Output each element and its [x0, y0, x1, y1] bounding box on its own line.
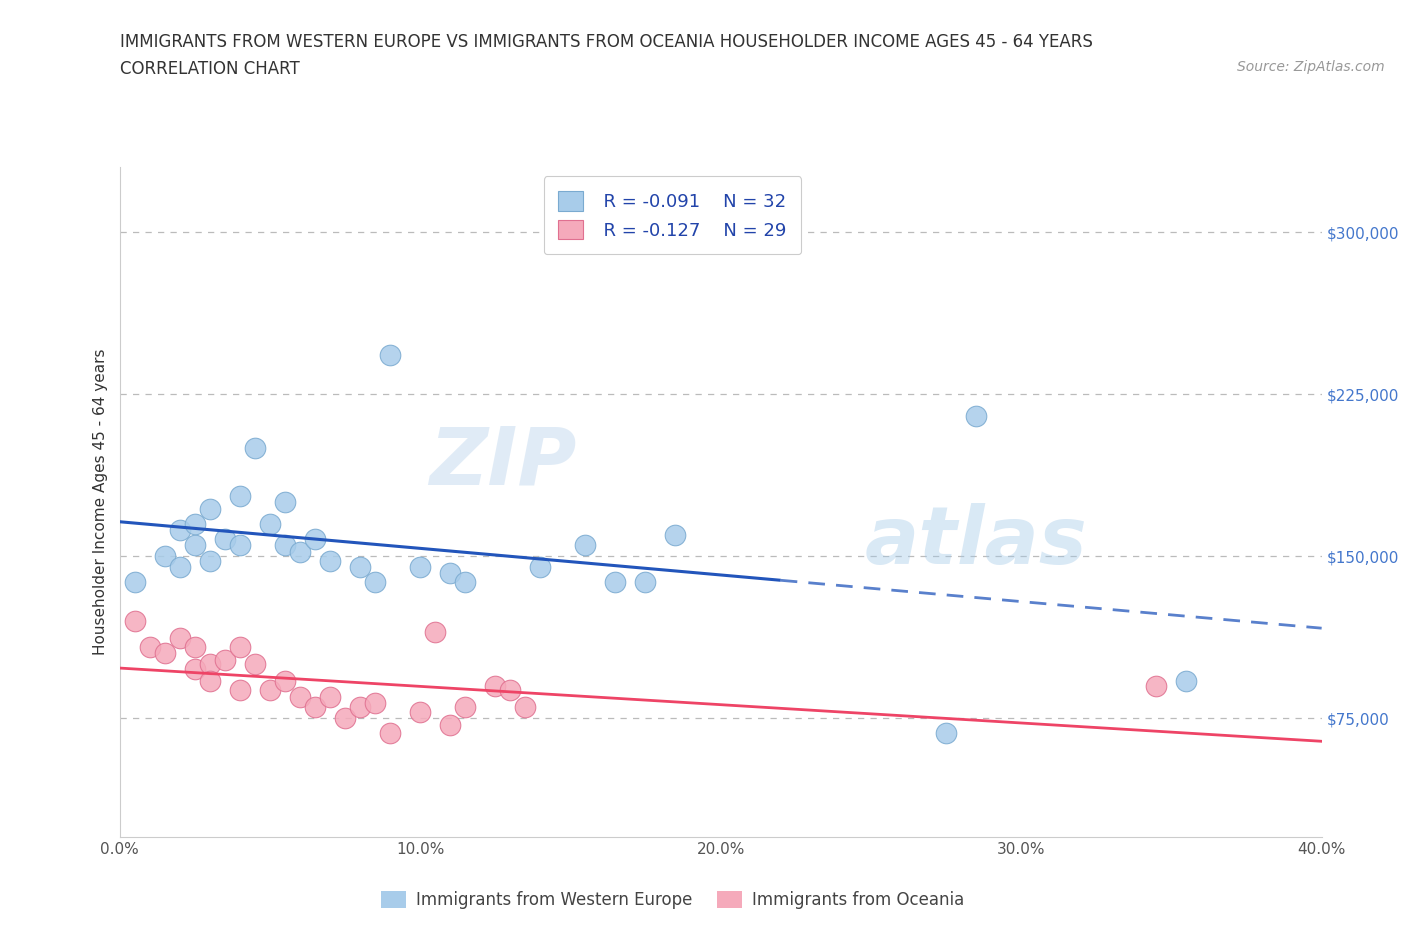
Point — [169, 560, 191, 575]
Point — [454, 700, 477, 715]
Point — [319, 689, 342, 704]
Point — [228, 683, 252, 698]
Point — [169, 523, 191, 538]
Point — [304, 531, 326, 546]
Point — [333, 711, 356, 725]
Point — [198, 553, 221, 568]
Point — [288, 544, 311, 559]
Point — [243, 441, 266, 456]
Text: CORRELATION CHART: CORRELATION CHART — [120, 60, 299, 78]
Point — [364, 575, 387, 590]
Point — [319, 553, 342, 568]
Point — [378, 726, 401, 741]
Point — [198, 501, 221, 516]
Point — [214, 653, 236, 668]
Point — [378, 348, 401, 363]
Point — [259, 516, 281, 531]
Point — [364, 696, 387, 711]
Point — [183, 661, 205, 676]
Point — [214, 531, 236, 546]
Point — [454, 575, 477, 590]
Point — [439, 717, 461, 732]
Point — [439, 566, 461, 581]
Point — [304, 700, 326, 715]
Point — [198, 674, 221, 689]
Text: Source: ZipAtlas.com: Source: ZipAtlas.com — [1237, 60, 1385, 74]
Point — [228, 640, 252, 655]
Point — [183, 538, 205, 552]
Point — [529, 560, 551, 575]
Point — [274, 538, 297, 552]
Point — [935, 726, 957, 741]
Point — [634, 575, 657, 590]
Point — [484, 678, 506, 693]
Point — [183, 640, 205, 655]
Point — [349, 700, 371, 715]
Legend: Immigrants from Western Europe, Immigrants from Oceania: Immigrants from Western Europe, Immigran… — [374, 884, 972, 916]
Point — [228, 488, 252, 503]
Point — [243, 657, 266, 671]
Point — [1175, 674, 1198, 689]
Point — [409, 704, 432, 719]
Point — [274, 495, 297, 510]
Point — [965, 408, 987, 423]
Point — [138, 640, 160, 655]
Point — [605, 575, 627, 590]
Point — [1144, 678, 1167, 693]
Point — [288, 689, 311, 704]
Point — [423, 624, 446, 639]
Point — [124, 575, 146, 590]
Text: IMMIGRANTS FROM WESTERN EUROPE VS IMMIGRANTS FROM OCEANIA HOUSEHOLDER INCOME AGE: IMMIGRANTS FROM WESTERN EUROPE VS IMMIGR… — [120, 33, 1092, 50]
Point — [574, 538, 596, 552]
Point — [169, 631, 191, 645]
Point — [664, 527, 686, 542]
Point — [349, 560, 371, 575]
Text: atlas: atlas — [865, 503, 1088, 581]
Point — [515, 700, 537, 715]
Point — [153, 549, 176, 564]
Point — [198, 657, 221, 671]
Point — [274, 674, 297, 689]
Point — [124, 614, 146, 629]
Point — [183, 516, 205, 531]
Point — [409, 560, 432, 575]
Point — [499, 683, 522, 698]
Text: ZIP: ZIP — [429, 423, 576, 501]
Point — [228, 538, 252, 552]
Point — [153, 646, 176, 661]
Y-axis label: Householder Income Ages 45 - 64 years: Householder Income Ages 45 - 64 years — [93, 349, 108, 656]
Point — [259, 683, 281, 698]
